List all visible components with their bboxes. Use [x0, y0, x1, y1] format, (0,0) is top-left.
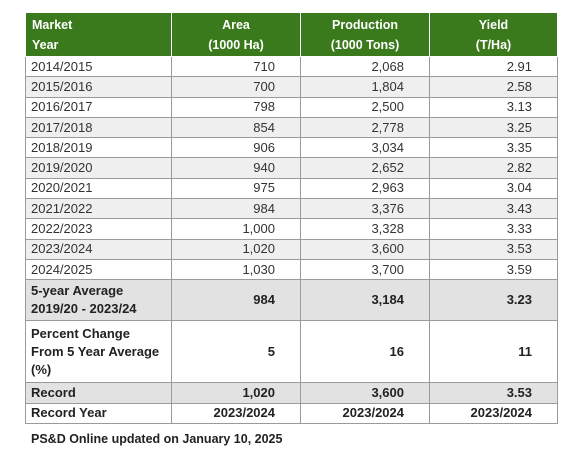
cell-production: 2,963 [300, 177, 430, 200]
record-year-production: 2023/2024 [300, 402, 430, 424]
cell-production: 2,500 [300, 96, 430, 118]
cell-area: 906 [171, 137, 301, 159]
cell-area: 700 [171, 76, 301, 98]
cell-area: 798 [171, 96, 301, 118]
table-header-row: Market Year Area (1000 Ha) Production (1… [25, 12, 558, 57]
record-year-yield: 2023/2024 [429, 402, 558, 424]
cell-year: 2021/2022 [25, 198, 172, 220]
percent-change-area: 5 [171, 320, 301, 384]
cell-production: 1,804 [300, 76, 430, 98]
average-production: 3,184 [300, 279, 430, 322]
cell-year: 2015/2016 [25, 76, 172, 98]
record-year-row: Record Year 2023/2024 2023/2024 2023/202… [25, 402, 558, 424]
table-row: 2021/2022 984 3,376 3.43 [25, 198, 558, 220]
record-year-label: Record Year [25, 402, 172, 424]
header-market-year-line2: Year [32, 37, 59, 52]
percent-change-production: 16 [300, 320, 430, 384]
cell-area: 854 [171, 116, 301, 139]
header-area-line1: Area [222, 17, 250, 32]
market-data-table: Market Year Area (1000 Ha) Production (1… [25, 12, 558, 424]
header-area-line2: (1000 Ha) [208, 37, 264, 52]
record-yield: 3.53 [429, 382, 558, 404]
cell-yield: 3.33 [429, 218, 558, 240]
average-label-line1: 5-year Average [31, 283, 124, 299]
cell-yield: 3.13 [429, 96, 558, 118]
cell-year: 2022/2023 [25, 218, 172, 240]
table-row: 2023/2024 1,020 3,600 3.53 [25, 238, 558, 260]
table-row: 2024/2025 1,030 3,700 3.59 [25, 258, 558, 281]
cell-production: 3,034 [300, 137, 430, 159]
cell-production: 3,328 [300, 218, 430, 240]
cell-area: 1,030 [171, 258, 301, 281]
cell-yield: 3.04 [429, 177, 558, 200]
cell-yield: 2.58 [429, 76, 558, 98]
cell-year: 2017/2018 [25, 116, 172, 139]
header-yield-line2: (T/Ha) [475, 37, 512, 52]
table-row: 2014/2015 710 2,068 2.91 [25, 55, 558, 78]
table-row: 2017/2018 854 2,778 3.25 [25, 116, 558, 139]
table-row: 2015/2016 700 1,804 2.58 [25, 76, 558, 98]
cell-year: 2024/2025 [25, 258, 172, 281]
average-area: 984 [171, 279, 301, 322]
header-market-year-line1: Market [32, 17, 73, 32]
header-area: Area (1000 Ha) [171, 12, 301, 57]
table-row: 2016/2017 798 2,500 3.13 [25, 96, 558, 118]
cell-yield: 2.82 [429, 157, 558, 179]
cell-production: 2,652 [300, 157, 430, 179]
cell-production: 3,700 [300, 258, 430, 281]
record-year-area: 2023/2024 [171, 402, 301, 424]
header-production-line1: Production [332, 17, 398, 32]
cell-yield: 3.35 [429, 137, 558, 159]
record-row: Record 1,020 3,600 3.53 [25, 382, 558, 404]
average-label-line2: 2019/20 - 2023/24 [31, 301, 137, 317]
average-yield: 3.23 [429, 279, 558, 322]
data-table-container: Market Year Area (1000 Ha) Production (1… [25, 12, 558, 424]
cell-yield: 2.91 [429, 55, 558, 78]
percent-change-label-line3: (%) [31, 361, 52, 377]
cell-yield: 3.59 [429, 258, 558, 281]
record-area: 1,020 [171, 382, 301, 404]
cell-year: 2014/2015 [25, 55, 172, 78]
cell-year: 2018/2019 [25, 137, 172, 159]
table-row: 2022/2023 1,000 3,328 3.33 [25, 218, 558, 240]
cell-yield: 3.25 [429, 116, 558, 139]
cell-year: 2019/2020 [25, 157, 172, 179]
percent-change-yield: 11 [429, 320, 558, 384]
cell-area: 710 [171, 55, 301, 78]
cell-area: 940 [171, 157, 301, 179]
percent-change-label-line2: From 5 Year Average [31, 343, 160, 359]
table-row: 2020/2021 975 2,963 3.04 [25, 177, 558, 200]
cell-yield: 3.43 [429, 198, 558, 220]
cell-production: 2,778 [300, 116, 430, 139]
header-production: Production (1000 Tons) [300, 12, 430, 57]
header-market-year: Market Year [25, 12, 172, 57]
cell-production: 3,600 [300, 238, 430, 260]
cell-yield: 3.53 [429, 238, 558, 260]
cell-year: 2020/2021 [25, 177, 172, 200]
cell-production: 3,376 [300, 198, 430, 220]
header-yield: Yield (T/Ha) [429, 12, 558, 57]
table-row: 2019/2020 940 2,652 2.82 [25, 157, 558, 179]
cell-area: 1,000 [171, 218, 301, 240]
five-year-average-row: 5-year Average 2019/20 - 2023/24 984 3,1… [25, 279, 558, 322]
cell-year: 2023/2024 [25, 238, 172, 260]
percent-change-label-line1: Percent Change [31, 325, 130, 341]
record-production: 3,600 [300, 382, 430, 404]
cell-area: 975 [171, 177, 301, 200]
table-row: 2018/2019 906 3,034 3.35 [25, 137, 558, 159]
footnote-update-date: PS&D Online updated on January 10, 2025 [31, 432, 283, 446]
cell-area: 984 [171, 198, 301, 220]
header-yield-line1: Yield [478, 17, 509, 32]
cell-area: 1,020 [171, 238, 301, 260]
record-label: Record [25, 382, 172, 404]
cell-production: 2,068 [300, 55, 430, 78]
average-label: 5-year Average 2019/20 - 2023/24 [25, 279, 172, 322]
cell-year: 2016/2017 [25, 96, 172, 118]
percent-change-row: Percent Change From 5 Year Average (%) 5… [25, 320, 558, 384]
header-production-line2: (1000 Tons) [330, 37, 400, 52]
percent-change-label: Percent Change From 5 Year Average (%) [25, 320, 172, 384]
